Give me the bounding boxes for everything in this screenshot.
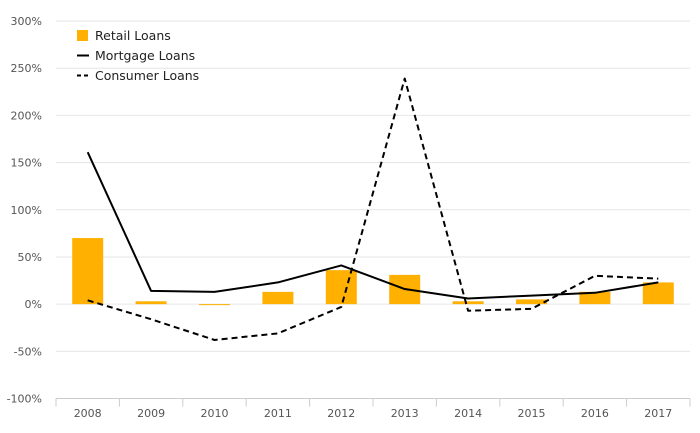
- legend: Retail Loans Mortgage Loans Consumer Loa…: [77, 28, 199, 83]
- legend-label-mortgage-loans: Mortgage Loans: [95, 48, 195, 63]
- x-tick-label: 2009: [137, 407, 165, 420]
- y-axis: 300% 250% 200% 150% 100% 50% 0% -50% -100%: [7, 15, 42, 406]
- y-tick-label: 300%: [11, 15, 42, 28]
- bar-retail-loans-2012: [325, 270, 357, 305]
- bar-retail-loans-2010: [199, 304, 230, 306]
- line-consumer-loans: [87, 77, 659, 341]
- bar-retail-loans-2008: [72, 238, 104, 305]
- bar-retail-loans-2016: [579, 291, 611, 305]
- legend-label-retail-loans: Retail Loans: [95, 28, 171, 43]
- x-tick-label: 2016: [581, 407, 609, 420]
- x-tick-label: 2012: [327, 407, 355, 420]
- bar-retail-loans-2017: [642, 282, 674, 305]
- x-tick-label: 2013: [391, 407, 419, 420]
- y-tick-label: 50%: [18, 251, 42, 264]
- bar-retail-loans-2009: [135, 301, 167, 305]
- legend-label-consumer-loans: Consumer Loans: [95, 68, 199, 83]
- y-tick-label: 250%: [11, 62, 42, 75]
- y-tick-label: 200%: [11, 109, 42, 122]
- y-tick-label: -50%: [14, 345, 42, 358]
- x-tick-label: 2008: [74, 407, 102, 420]
- x-tick-label: 2017: [644, 407, 672, 420]
- x-tick-label: 2014: [454, 407, 482, 420]
- x-tick-label: 2015: [518, 407, 546, 420]
- line-mortgage-loans: [86, 151, 659, 300]
- y-tick-label: 100%: [11, 204, 42, 217]
- bar-retail-loans-2011: [262, 291, 294, 305]
- retail-loans-bars: [72, 238, 674, 306]
- bar-retail-loans-2015: [516, 299, 547, 305]
- bar-retail-loans-2014: [452, 301, 484, 305]
- y-tick-label: 0%: [25, 298, 42, 311]
- line-series: [86, 77, 659, 341]
- legend-swatch-retail-loans: [77, 30, 88, 41]
- y-tick-label: 150%: [11, 157, 42, 170]
- x-tick-label: 2010: [201, 407, 229, 420]
- y-tick-label: -100%: [7, 393, 42, 406]
- x-tick-label: 2011: [264, 407, 292, 420]
- x-axis: 2008 2009 2010 2011 2012 2013 2014 2015 2016 2017: [55, 398, 691, 420]
